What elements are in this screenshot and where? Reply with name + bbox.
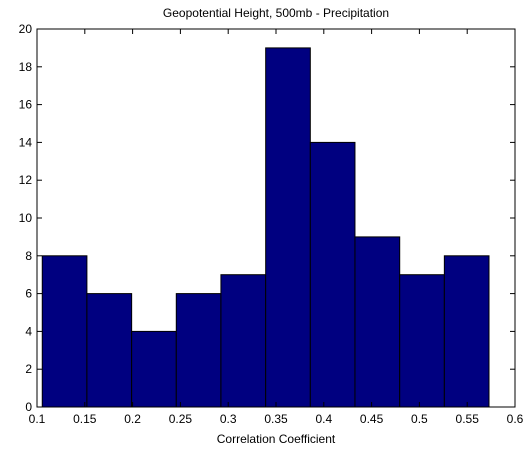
histogram-bar-7 <box>309 141 356 408</box>
y-tick-label: 10 <box>19 211 33 225</box>
x-axis-label: Correlation Coefficient <box>217 432 336 446</box>
y-tick-label: 2 <box>25 362 32 376</box>
x-tick-label: 0.25 <box>169 412 193 426</box>
x-tick-label: 0.55 <box>456 412 480 426</box>
y-tick-label: 4 <box>25 324 32 338</box>
y-tick-label: 12 <box>19 173 33 187</box>
y-axis: 0 2 4 6 8 10 12 14 16 18 20 <box>19 22 515 414</box>
y-tick-label: 14 <box>19 135 33 149</box>
y-tick-label: 6 <box>25 287 32 301</box>
histogram-bar-4 <box>175 293 222 408</box>
y-tick-label: 16 <box>19 98 33 112</box>
x-tick-label: 0.6 <box>507 412 523 426</box>
histogram-bar-10 <box>443 255 490 408</box>
x-axis: 0.1 0.15 0.2 0.25 0.3 0.35 0.4 0.45 0.5 0.55 0.6 <box>29 29 523 426</box>
histogram-bar-8 <box>354 236 401 408</box>
x-tick-label: 0.15 <box>73 412 97 426</box>
histogram-bar-2 <box>86 293 133 408</box>
histogram-bar-5 <box>220 274 267 408</box>
x-tick-label: 0.2 <box>124 412 141 426</box>
x-tick-label: 0.1 <box>29 412 46 426</box>
y-tick-label: 0 <box>25 400 32 414</box>
histogram-bar-6 <box>265 47 311 408</box>
chart-title: Geopotential Height, 500mb - Precipitati… <box>163 6 389 20</box>
bars-group <box>41 47 490 408</box>
histogram-bar-1 <box>41 255 88 408</box>
x-tick-label: 0.3 <box>220 412 237 426</box>
y-tick-label: 18 <box>19 60 33 74</box>
x-tick-label: 0.4 <box>315 412 332 426</box>
x-tick-label: 0.45 <box>360 412 384 426</box>
y-tick-label: 8 <box>25 249 32 263</box>
histogram-bar-3 <box>131 330 177 408</box>
x-tick-label: 0.5 <box>411 412 428 426</box>
y-tick-label: 20 <box>19 22 33 36</box>
histogram-bar-9 <box>399 274 445 408</box>
x-tick-label: 0.35 <box>264 412 288 426</box>
